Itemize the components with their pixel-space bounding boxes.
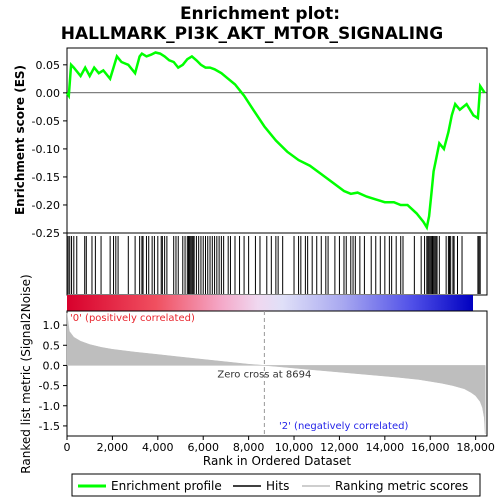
x-tick-label: 18,000: [456, 441, 495, 454]
positive-correlation-label: '0' (positively correlated): [70, 313, 195, 324]
es-y-tick-label: 0.05: [36, 59, 61, 72]
chart-title-line1: Enrichment plot:: [180, 4, 340, 24]
zero-cross-label: Zero cross at 8694: [217, 369, 311, 380]
es-y-tick-label: 0.00: [36, 87, 61, 100]
metric-y-tick-label: -1.0: [39, 400, 60, 413]
x-tick-label: 14,000: [366, 441, 405, 454]
metric-y-tick-label: -1.5: [39, 420, 60, 433]
metric-y-ticks: 1.0 0.5 0.0 -0.5 -1.0 -1.5: [39, 319, 67, 433]
hits-plot-frame: [66, 232, 488, 296]
x-tick-label: 10,000: [275, 441, 314, 454]
rank-color-bar: [67, 295, 473, 311]
legend: Enrichment profile Hits Ranking metric s…: [71, 473, 481, 497]
legend-hits-label: Hits: [266, 479, 289, 493]
metric-y-tick-label: 0.0: [43, 359, 61, 372]
x-tick-label: 16,000: [411, 441, 450, 454]
es-y-ticks: 0.05 0.00 -0.05 -0.10 -0.15 -0.20 -0.25: [32, 59, 67, 240]
legend-box: [71, 473, 481, 497]
metric-y-tick-label: 1.0: [43, 319, 61, 332]
es-y-axis-label: Enrichment score (ES): [13, 65, 27, 215]
x-tick-label: 0: [64, 441, 71, 454]
x-tick-label: 6,000: [187, 441, 219, 454]
metric-y-tick-label: -0.5: [39, 380, 60, 393]
legend-enrichment-label: Enrichment profile: [111, 479, 222, 493]
negative-correlation-label: '2' (negatively correlated): [279, 421, 408, 432]
chart-title-line2: HALLMARK_PI3K_AKT_MTOR_SIGNALING: [61, 24, 443, 44]
es-y-tick-label: -0.05: [32, 115, 60, 128]
es-y-tick-label: -0.10: [32, 143, 60, 156]
es-y-tick-label: -0.20: [32, 199, 60, 212]
x-tick-label: 12,000: [320, 441, 359, 454]
x-tick-label: 4,000: [142, 441, 174, 454]
ranking-metric-area: [66, 312, 486, 435]
x-axis-label: Rank in Ordered Dataset: [203, 454, 351, 468]
enrichment-profile-line: [65, 51, 486, 231]
es-y-tick-label: -0.15: [32, 171, 60, 184]
metric-y-tick-label: 0.5: [43, 339, 61, 352]
metric-y-axis-label: Ranked list metric (Signal2Noise): [19, 274, 33, 473]
x-tick-label: 8,000: [233, 441, 265, 454]
hits-barcode: [67, 236, 481, 294]
x-tick-label: 2,000: [97, 441, 129, 454]
legend-metric-label: Ranking metric scores: [335, 479, 468, 493]
x-axis-ticks: 0 2,000 4,000 6,000 8,000 10,000 12,000 14,000 1…: [64, 436, 495, 454]
es-y-tick-label: -0.25: [32, 227, 60, 240]
